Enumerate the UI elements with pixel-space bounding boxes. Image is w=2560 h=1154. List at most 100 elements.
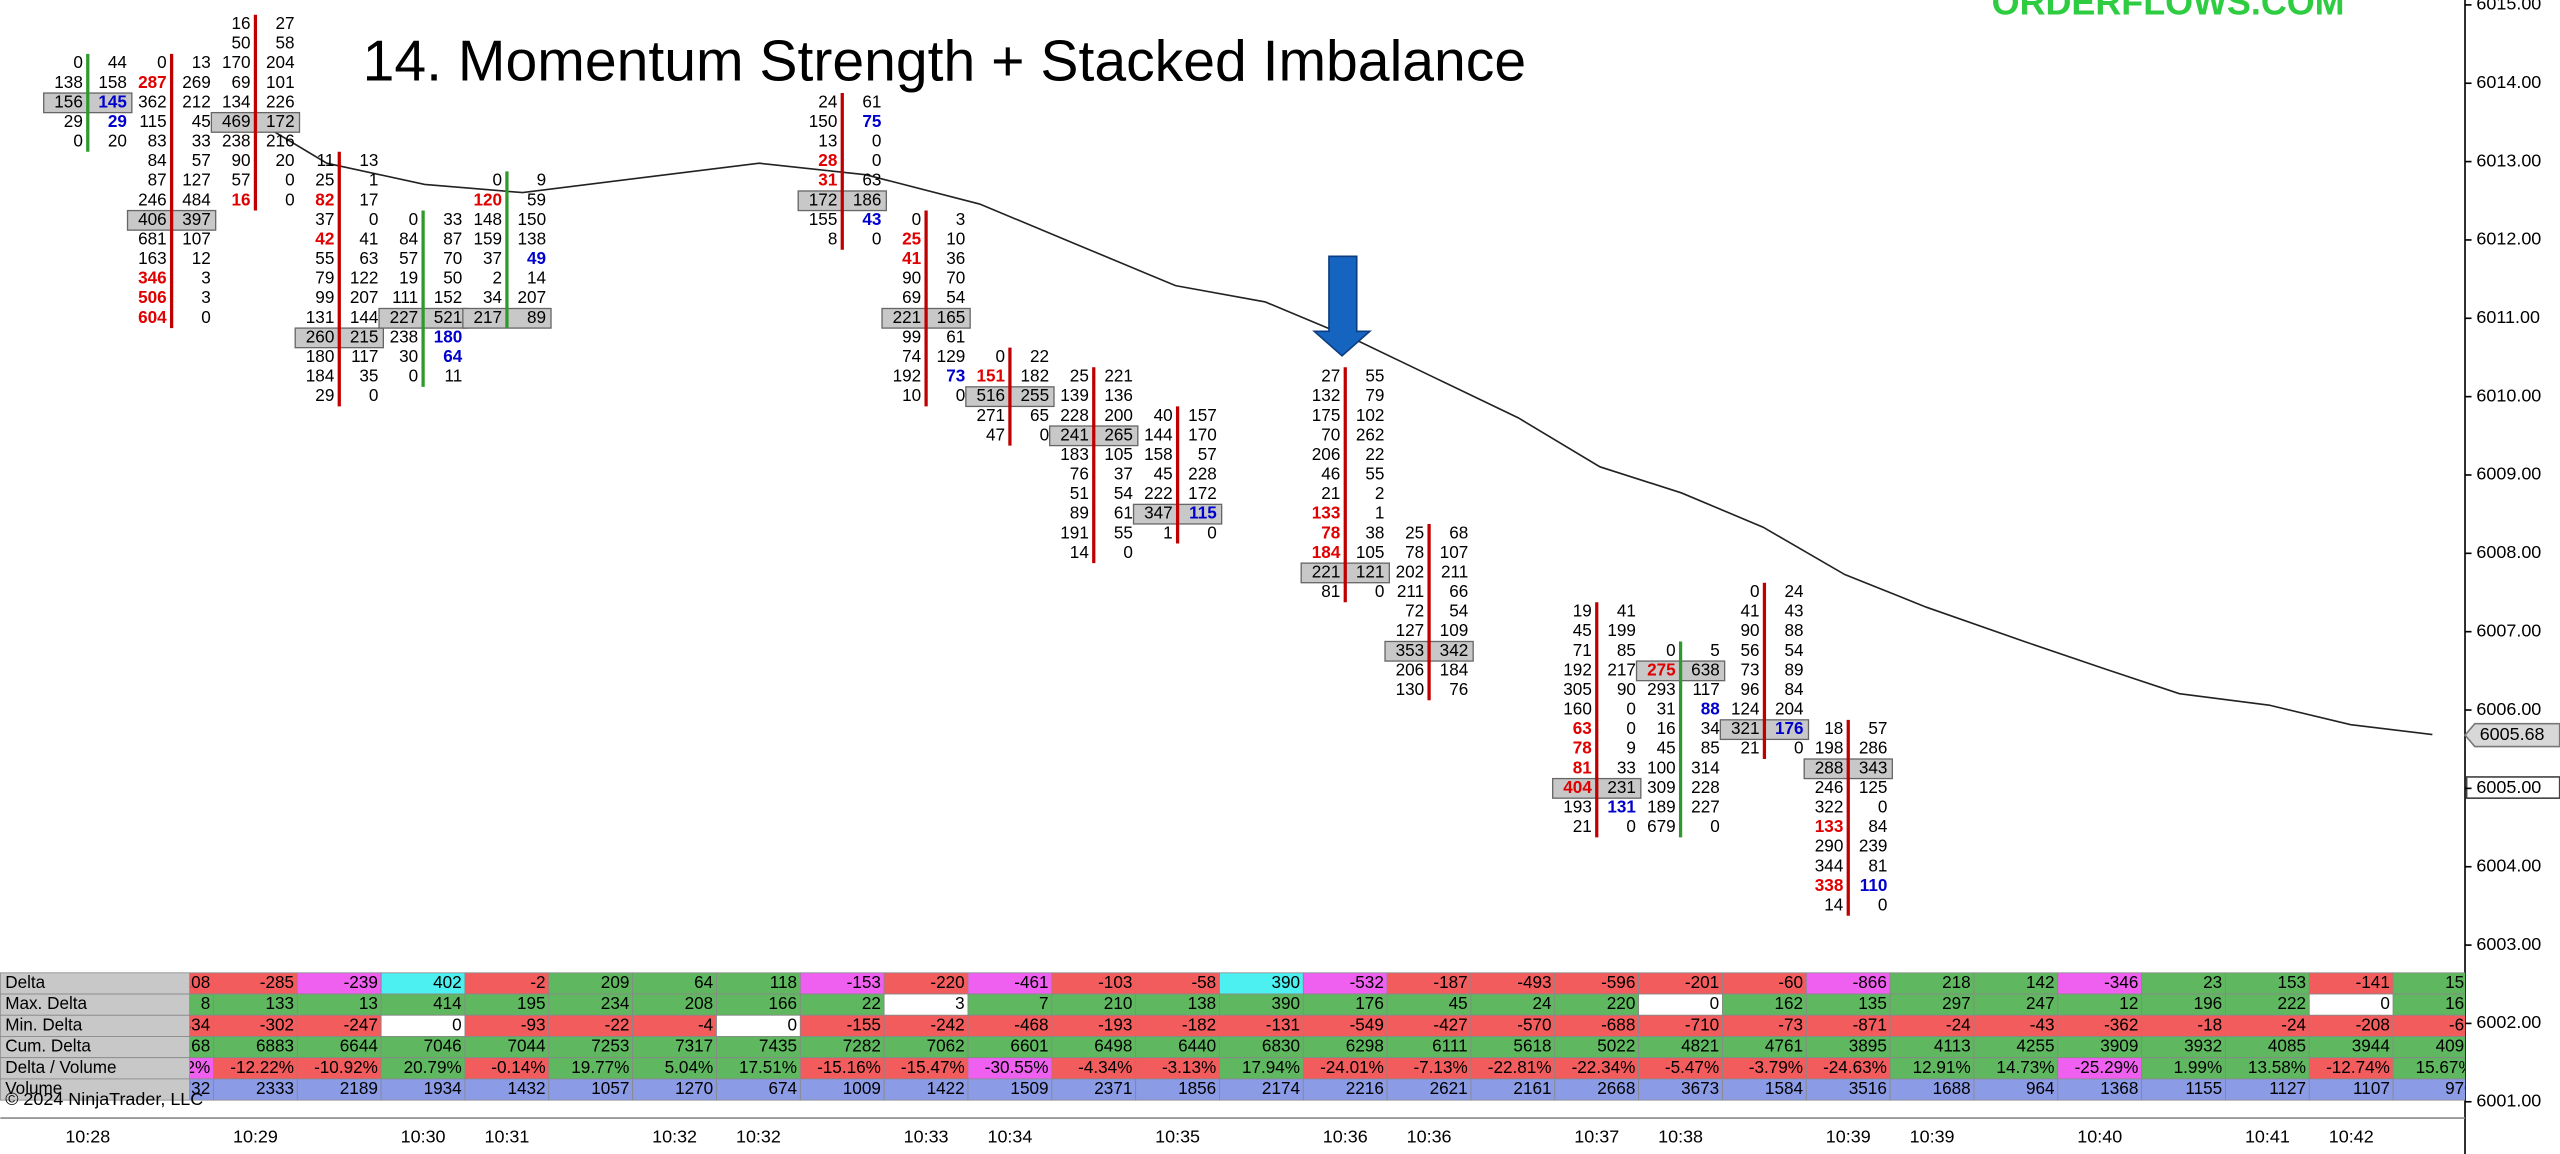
time-label: 10:39 [1826,1126,1871,1146]
ask-volume: 55 [1114,522,1133,542]
stat-value: -18 [2197,1014,2222,1034]
bid-volume: 241 [1060,424,1089,444]
bid-volume: 321 [1731,718,1760,738]
ask-volume: 20 [276,150,295,170]
stat-value: -15.16% [817,1057,881,1077]
bid-volume: 150 [809,111,838,131]
stat-value: -58 [1191,972,1216,992]
bid-volume: 322 [1815,796,1844,816]
ask-volume: 110 [1860,875,1888,895]
bid-volume: 45 [1573,620,1592,640]
stat-value: -4 [698,1014,714,1034]
bid-volume: 138 [54,72,83,92]
stat-value: 0 [2380,993,2390,1013]
stat-value: -155 [847,1014,881,1034]
bid-volume: 115 [139,111,166,131]
price-tick-label: 6005.00 [2476,777,2541,797]
bid-volume: 73 [1740,659,1759,679]
bid-volume: 160 [1563,699,1592,719]
bid-volume: 120 [473,189,502,209]
bid-volume: 90 [231,150,250,170]
stat-value: 6111 [1432,1036,1468,1056]
ask-volume: 228 [1188,464,1217,484]
ask-volume: 33 [1617,757,1636,777]
ask-volume: 76 [1449,679,1468,699]
ask-volume: 22 [1365,444,1384,464]
bid-volume: 0 [1666,640,1676,660]
ask-volume: 255 [1021,385,1050,405]
stat-value: -2 [530,972,545,992]
stat-value: -362 [2104,1014,2138,1034]
ask-volume: 211 [1441,561,1468,581]
bid-volume: 21 [1573,816,1592,836]
bid-volume: 180 [306,346,335,366]
ask-volume: 0 [285,170,295,190]
bid-volume: 133 [1815,816,1844,836]
stat-value: -427 [1433,1014,1467,1034]
stat-value: 674 [768,1078,797,1098]
stat-value: -5.47% [1665,1057,1719,1077]
bid-volume: 130 [1396,679,1425,699]
bid-volume: 90 [902,268,921,288]
ask-volume: 11 [444,366,462,386]
ask-volume: 107 [1440,542,1469,562]
bid-volume: 275 [1647,659,1676,679]
stat-value: 3673 [1681,1078,1719,1098]
stat-value: 24 [1532,993,1552,1013]
price-tick-label: 6010.00 [2476,385,2541,405]
bid-volume: 69 [231,72,250,92]
ask-volume: 57 [1868,718,1887,738]
ask-volume: 105 [1104,444,1133,464]
ask-volume: 64 [443,346,463,366]
stat-value: -60 [1778,972,1803,992]
stat-value: 12 [2119,993,2138,1013]
ask-volume: 182 [1021,366,1050,386]
stat-value: 12.91% [1913,1057,1971,1077]
bid-volume: 124 [1731,699,1760,719]
price-tick-label: 6009.00 [2476,464,2541,484]
ask-volume: 65 [1030,405,1049,425]
time-label: 10:37 [1574,1126,1619,1146]
ask-volume: 0 [1123,542,1133,562]
stat-value: 6883 [256,1036,294,1056]
stat-value: -461 [1014,972,1048,992]
bid-volume: 127 [1396,620,1425,640]
ask-volume: 0 [1626,699,1636,719]
bid-volume: 193 [1563,796,1592,816]
bid-volume: 69 [902,287,921,307]
ask-volume: 0 [956,385,966,405]
bid-volume: 45 [1154,464,1173,484]
stat-value: 3 [955,993,965,1013]
bid-volume: 221 [1312,561,1341,581]
ask-volume: 145 [98,91,127,111]
ask-volume: 343 [1859,757,1888,777]
bid-volume: 206 [1396,659,1425,679]
stat-value: -182 [1182,1014,1216,1034]
ask-volume: 37 [1114,464,1133,484]
ask-volume: 35 [359,366,378,386]
ask-volume: 117 [1692,679,1719,699]
bid-volume: 133 [1312,503,1341,523]
ask-volume: 70 [443,248,462,268]
ask-volume: 89 [1785,659,1804,679]
bid-volume: 0 [1750,581,1760,601]
bid-volume: 29 [315,385,334,405]
stat-value: -239 [344,972,378,992]
bid-volume: 0 [73,52,83,72]
row-label: Max. Delta [5,993,87,1013]
stat-value: 1155 [2185,1078,2222,1098]
bid-volume: 56 [1740,640,1759,660]
bid-volume: 78 [1573,738,1592,758]
bid-volume: 72 [1405,601,1424,621]
stat-value: 1432 [507,1078,545,1098]
stat-value: -688 [1601,1014,1635,1034]
bid-volume: 246 [1815,777,1844,797]
stat-value: 6498 [1094,1036,1132,1056]
ask-volume: 41 [359,228,378,248]
bid-volume: 16 [231,13,250,33]
ask-volume: 89 [527,307,546,327]
ask-volume: 342 [1440,640,1469,660]
stat-value: 5618 [1513,1036,1551,1056]
ask-volume: 34 [1701,718,1721,738]
